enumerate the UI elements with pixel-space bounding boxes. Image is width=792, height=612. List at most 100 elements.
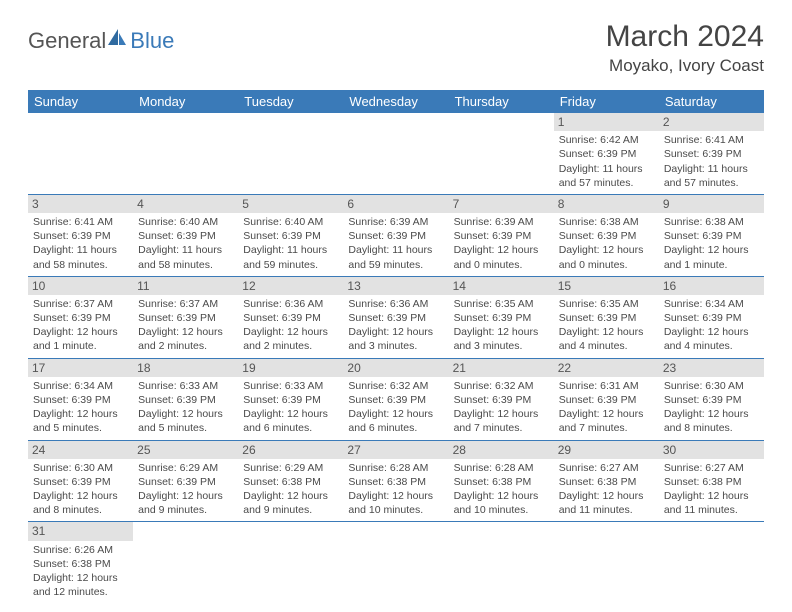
calendar-cell: 5Sunrise: 6:40 AMSunset: 6:39 PMDaylight… <box>238 194 343 276</box>
day-number: 13 <box>343 277 448 295</box>
day-number: 23 <box>659 359 764 377</box>
day-number: 12 <box>238 277 343 295</box>
logo-text-general: General <box>28 28 106 54</box>
day-number: 28 <box>449 441 554 459</box>
calendar-cell: 12Sunrise: 6:36 AMSunset: 6:39 PMDayligh… <box>238 276 343 358</box>
sunrise-text: Sunrise: 6:38 AM <box>559 215 654 229</box>
calendar-cell: 31Sunrise: 6:26 AMSunset: 6:38 PMDayligh… <box>28 522 133 603</box>
sunset-text: Sunset: 6:39 PM <box>33 393 128 407</box>
calendar-cell-empty <box>449 522 554 603</box>
sunset-text: Sunset: 6:39 PM <box>559 147 654 161</box>
daylight-text: Daylight: 12 hours and 4 minutes. <box>559 325 654 353</box>
sunset-text: Sunset: 6:39 PM <box>559 311 654 325</box>
sunset-text: Sunset: 6:39 PM <box>454 311 549 325</box>
sunrise-text: Sunrise: 6:27 AM <box>664 461 759 475</box>
calendar-cell: 11Sunrise: 6:37 AMSunset: 6:39 PMDayligh… <box>133 276 238 358</box>
daylight-text: Daylight: 12 hours and 6 minutes. <box>243 407 338 435</box>
day-number: 8 <box>554 195 659 213</box>
daylight-text: Daylight: 12 hours and 6 minutes. <box>348 407 443 435</box>
day-number: 20 <box>343 359 448 377</box>
day-number: 24 <box>28 441 133 459</box>
sunset-text: Sunset: 6:38 PM <box>33 557 128 571</box>
sunrise-text: Sunrise: 6:30 AM <box>33 461 128 475</box>
calendar-cell: 7Sunrise: 6:39 AMSunset: 6:39 PMDaylight… <box>449 194 554 276</box>
weekday-header: Saturday <box>659 90 764 113</box>
sunset-text: Sunset: 6:39 PM <box>138 475 233 489</box>
sunset-text: Sunset: 6:39 PM <box>559 229 654 243</box>
sunset-text: Sunset: 6:39 PM <box>138 393 233 407</box>
day-number: 25 <box>133 441 238 459</box>
calendar-row: 1Sunrise: 6:42 AMSunset: 6:39 PMDaylight… <box>28 113 764 194</box>
sunset-text: Sunset: 6:39 PM <box>33 229 128 243</box>
daylight-text: Daylight: 12 hours and 12 minutes. <box>33 571 128 599</box>
day-number: 9 <box>659 195 764 213</box>
daylight-text: Daylight: 12 hours and 3 minutes. <box>348 325 443 353</box>
sunset-text: Sunset: 6:39 PM <box>33 475 128 489</box>
calendar-cell: 18Sunrise: 6:33 AMSunset: 6:39 PMDayligh… <box>133 358 238 440</box>
daylight-text: Daylight: 12 hours and 8 minutes. <box>664 407 759 435</box>
day-number: 10 <box>28 277 133 295</box>
sunrise-text: Sunrise: 6:32 AM <box>454 379 549 393</box>
sunset-text: Sunset: 6:39 PM <box>33 311 128 325</box>
sunset-text: Sunset: 6:39 PM <box>243 393 338 407</box>
day-number: 1 <box>554 113 659 131</box>
sunrise-text: Sunrise: 6:29 AM <box>243 461 338 475</box>
calendar-row: 24Sunrise: 6:30 AMSunset: 6:39 PMDayligh… <box>28 440 764 522</box>
calendar-cell: 17Sunrise: 6:34 AMSunset: 6:39 PMDayligh… <box>28 358 133 440</box>
logo: General Blue <box>28 28 174 54</box>
daylight-text: Daylight: 11 hours and 58 minutes. <box>138 243 233 271</box>
header: General Blue March 2024 Moyako, Ivory Co… <box>28 20 764 76</box>
daylight-text: Daylight: 12 hours and 9 minutes. <box>138 489 233 517</box>
sunrise-text: Sunrise: 6:36 AM <box>243 297 338 311</box>
sunset-text: Sunset: 6:38 PM <box>559 475 654 489</box>
day-number: 30 <box>659 441 764 459</box>
day-number: 6 <box>343 195 448 213</box>
day-number: 22 <box>554 359 659 377</box>
day-number: 17 <box>28 359 133 377</box>
sunrise-text: Sunrise: 6:27 AM <box>559 461 654 475</box>
month-year: March 2024 <box>606 20 764 54</box>
calendar-cell: 19Sunrise: 6:33 AMSunset: 6:39 PMDayligh… <box>238 358 343 440</box>
sunrise-text: Sunrise: 6:33 AM <box>138 379 233 393</box>
day-number: 14 <box>449 277 554 295</box>
sunset-text: Sunset: 6:39 PM <box>664 147 759 161</box>
calendar-cell: 14Sunrise: 6:35 AMSunset: 6:39 PMDayligh… <box>449 276 554 358</box>
calendar-cell: 23Sunrise: 6:30 AMSunset: 6:39 PMDayligh… <box>659 358 764 440</box>
weekday-header: Wednesday <box>343 90 448 113</box>
weekday-header-row: Sunday Monday Tuesday Wednesday Thursday… <box>28 90 764 113</box>
sunset-text: Sunset: 6:39 PM <box>454 229 549 243</box>
sunrise-text: Sunrise: 6:31 AM <box>559 379 654 393</box>
day-number: 7 <box>449 195 554 213</box>
sunrise-text: Sunrise: 6:28 AM <box>348 461 443 475</box>
sunset-text: Sunset: 6:39 PM <box>243 311 338 325</box>
daylight-text: Daylight: 12 hours and 8 minutes. <box>33 489 128 517</box>
day-number: 15 <box>554 277 659 295</box>
daylight-text: Daylight: 11 hours and 57 minutes. <box>559 162 654 190</box>
daylight-text: Daylight: 12 hours and 5 minutes. <box>33 407 128 435</box>
calendar-cell: 2Sunrise: 6:41 AMSunset: 6:39 PMDaylight… <box>659 113 764 194</box>
weekday-header: Monday <box>133 90 238 113</box>
weekday-header: Friday <box>554 90 659 113</box>
calendar-cell: 1Sunrise: 6:42 AMSunset: 6:39 PMDaylight… <box>554 113 659 194</box>
sunrise-text: Sunrise: 6:29 AM <box>138 461 233 475</box>
daylight-text: Daylight: 12 hours and 10 minutes. <box>454 489 549 517</box>
daylight-text: Daylight: 12 hours and 11 minutes. <box>559 489 654 517</box>
calendar-cell: 29Sunrise: 6:27 AMSunset: 6:38 PMDayligh… <box>554 440 659 522</box>
calendar-cell-empty <box>343 113 448 194</box>
sunrise-text: Sunrise: 6:40 AM <box>243 215 338 229</box>
sunset-text: Sunset: 6:39 PM <box>664 311 759 325</box>
calendar-cell-empty <box>133 522 238 603</box>
daylight-text: Daylight: 11 hours and 59 minutes. <box>348 243 443 271</box>
day-number: 26 <box>238 441 343 459</box>
title-block: March 2024 Moyako, Ivory Coast <box>606 20 764 76</box>
calendar-cell-empty <box>449 113 554 194</box>
calendar-cell: 9Sunrise: 6:38 AMSunset: 6:39 PMDaylight… <box>659 194 764 276</box>
weekday-header: Tuesday <box>238 90 343 113</box>
calendar-row: 31Sunrise: 6:26 AMSunset: 6:38 PMDayligh… <box>28 522 764 603</box>
day-number: 3 <box>28 195 133 213</box>
logo-text-blue: Blue <box>130 28 174 54</box>
daylight-text: Daylight: 12 hours and 4 minutes. <box>664 325 759 353</box>
daylight-text: Daylight: 12 hours and 5 minutes. <box>138 407 233 435</box>
sunrise-text: Sunrise: 6:34 AM <box>664 297 759 311</box>
day-number: 21 <box>449 359 554 377</box>
